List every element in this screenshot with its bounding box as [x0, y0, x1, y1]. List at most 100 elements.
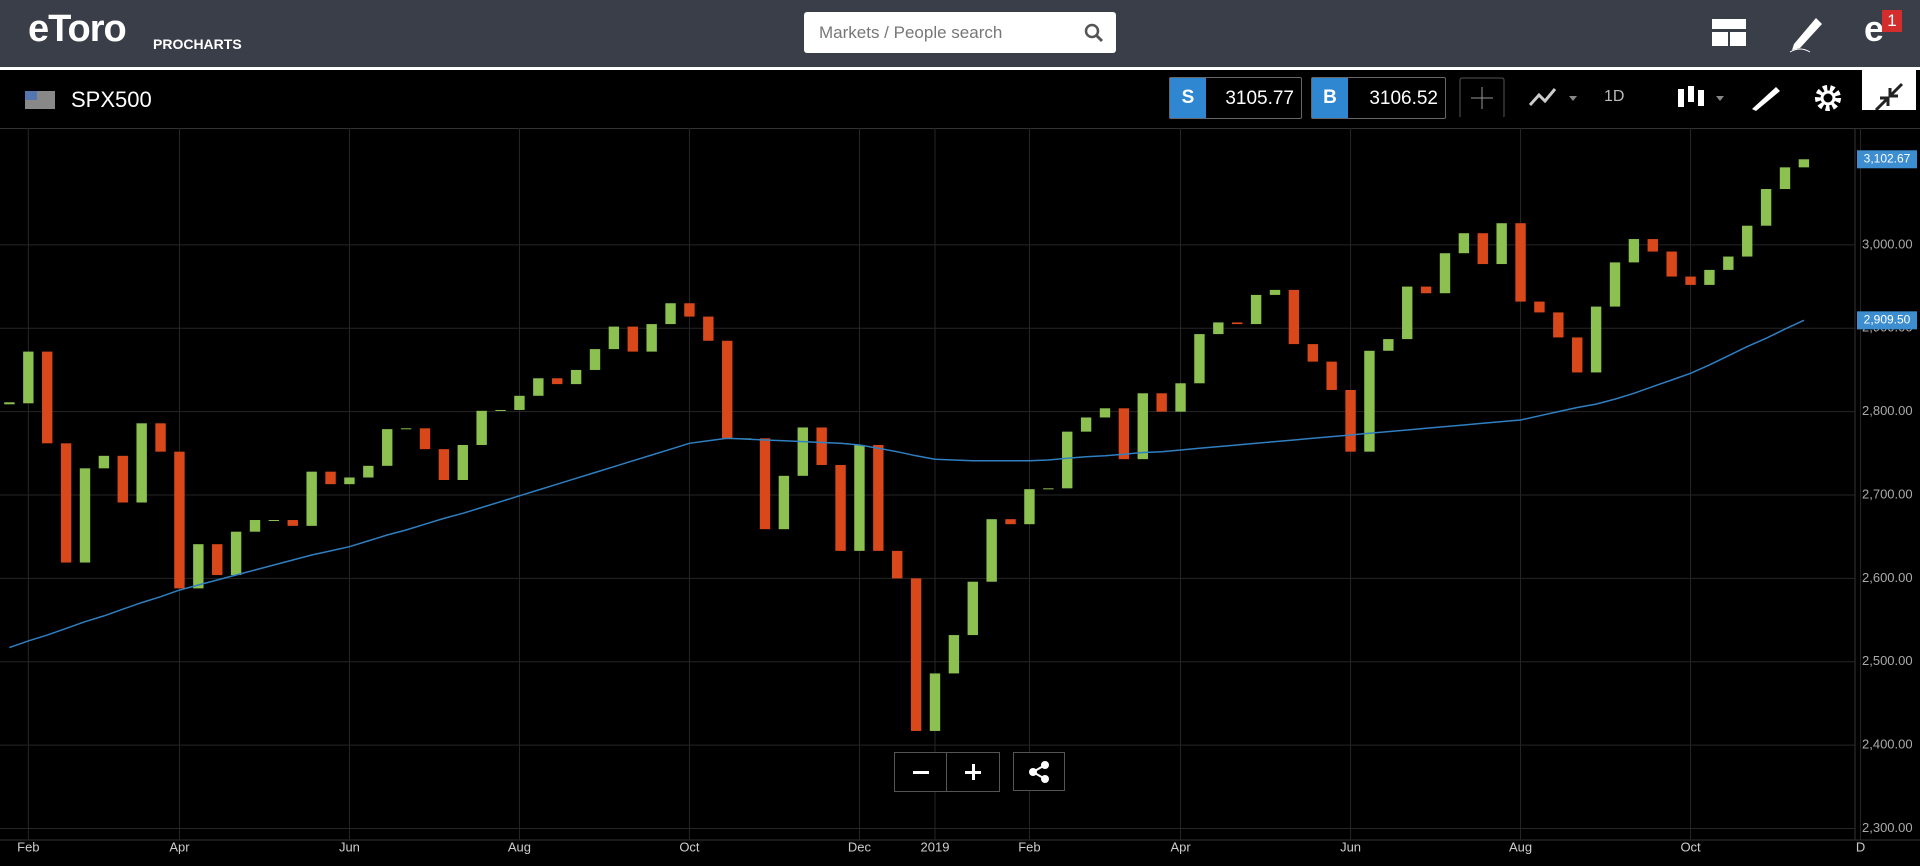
candle [1420, 286, 1432, 294]
chart: 2,300.00 2,400.00 2,500.00 2,600.00 2,700.00… [0, 128, 1920, 854]
candle [1553, 312, 1564, 338]
candle [1534, 301, 1545, 313]
candle [363, 465, 374, 478]
candle [117, 455, 128, 503]
candle [929, 673, 941, 731]
candle [986, 519, 997, 582]
candle [382, 429, 393, 466]
x-tick-label: Aug [1509, 839, 1532, 854]
y-tick-label: 2,500.00 [1862, 653, 1913, 668]
candle [1232, 322, 1243, 325]
candle [816, 427, 827, 465]
candle [759, 438, 771, 530]
chart-type-button[interactable] [1672, 77, 1732, 117]
candle [1326, 361, 1337, 390]
zoom-out-button[interactable] [894, 752, 948, 792]
candle [400, 428, 412, 430]
candle [1515, 223, 1526, 302]
candle [1779, 167, 1791, 190]
candle [98, 455, 110, 469]
candle [1590, 306, 1602, 373]
candle [287, 520, 298, 526]
share-button[interactable] [1013, 752, 1065, 792]
candle [892, 550, 903, 579]
candle [1628, 239, 1640, 263]
layout-icon[interactable] [1711, 18, 1747, 48]
crosshair-button[interactable] [1459, 77, 1505, 117]
candle [457, 444, 468, 480]
candle [1194, 334, 1205, 384]
candle [136, 423, 147, 503]
y-tick-label: 2,300.00 [1862, 820, 1913, 835]
indicators-button[interactable] [1525, 77, 1581, 117]
x-tick-label: Jun [339, 839, 360, 854]
zoom-in-button[interactable] [946, 752, 1000, 792]
candle [1402, 286, 1413, 340]
candle [1647, 239, 1658, 252]
candle [1175, 383, 1186, 412]
candle [1798, 159, 1810, 168]
candle [835, 464, 846, 551]
buy-button[interactable]: B 3106.52 [1311, 77, 1446, 119]
candle [1062, 431, 1073, 489]
toolbar: SPX500 S 3105.77 B 3106.52 1D [0, 70, 1920, 129]
candle [268, 520, 280, 522]
candle [1477, 233, 1488, 265]
candle [1723, 256, 1734, 270]
user-icon[interactable]: e [1864, 8, 1885, 49]
x-tick-label: Aug [508, 839, 531, 854]
candle [797, 427, 808, 476]
fullscreen-button[interactable] [1862, 70, 1916, 110]
candle [193, 544, 204, 589]
candle [1080, 417, 1092, 432]
logo[interactable]: eToro [28, 8, 127, 50]
candle [60, 443, 72, 563]
candle [703, 316, 714, 341]
notification-badge[interactable]: 1 [1882, 10, 1902, 32]
candle [1572, 337, 1583, 373]
search-box[interactable]: Markets / People search [804, 12, 1116, 53]
candle [1364, 350, 1375, 452]
price-badge-label: 3,102.67 [1864, 151, 1911, 165]
price-badge [1857, 311, 1917, 330]
settings-button[interactable] [1808, 77, 1848, 117]
interval-button[interactable]: 1D [1604, 88, 1625, 105]
candle [967, 581, 978, 636]
candle [306, 471, 317, 526]
candle [1458, 233, 1470, 254]
drawing-button[interactable] [1746, 77, 1786, 117]
candle [1742, 225, 1753, 257]
candle [79, 468, 91, 563]
candle [873, 444, 884, 551]
y-tick-label: 3,000.00 [1862, 236, 1913, 251]
x-tick-label: Oct [1680, 839, 1701, 854]
candle [646, 324, 657, 352]
candle [1307, 344, 1318, 362]
candle [1099, 408, 1111, 418]
x-tick-label: Feb [1018, 839, 1040, 854]
y-tick-label: 2,800.00 [1862, 403, 1913, 418]
candle [1439, 253, 1451, 294]
buy-label: B [1312, 78, 1348, 118]
candle [438, 449, 450, 480]
candle [23, 351, 34, 404]
candle [174, 451, 185, 589]
sell-price: 3105.77 [1225, 88, 1294, 109]
candle [249, 520, 261, 532]
candle [4, 402, 15, 405]
edit-icon[interactable] [1786, 10, 1826, 54]
candle [230, 531, 242, 576]
candle [1609, 262, 1621, 307]
candle [344, 477, 355, 485]
search-icon [1084, 23, 1104, 43]
candle [684, 303, 695, 317]
candle [419, 428, 431, 450]
x-tick-label: Feb [17, 839, 39, 854]
price-badge [1857, 150, 1917, 169]
search-placeholder: Markets / People search [819, 23, 1003, 42]
candle [1005, 519, 1016, 525]
moving-average-line [9, 319, 1805, 649]
candle [155, 423, 166, 452]
candle [552, 378, 563, 385]
sell-button[interactable]: S 3105.77 [1169, 77, 1302, 119]
